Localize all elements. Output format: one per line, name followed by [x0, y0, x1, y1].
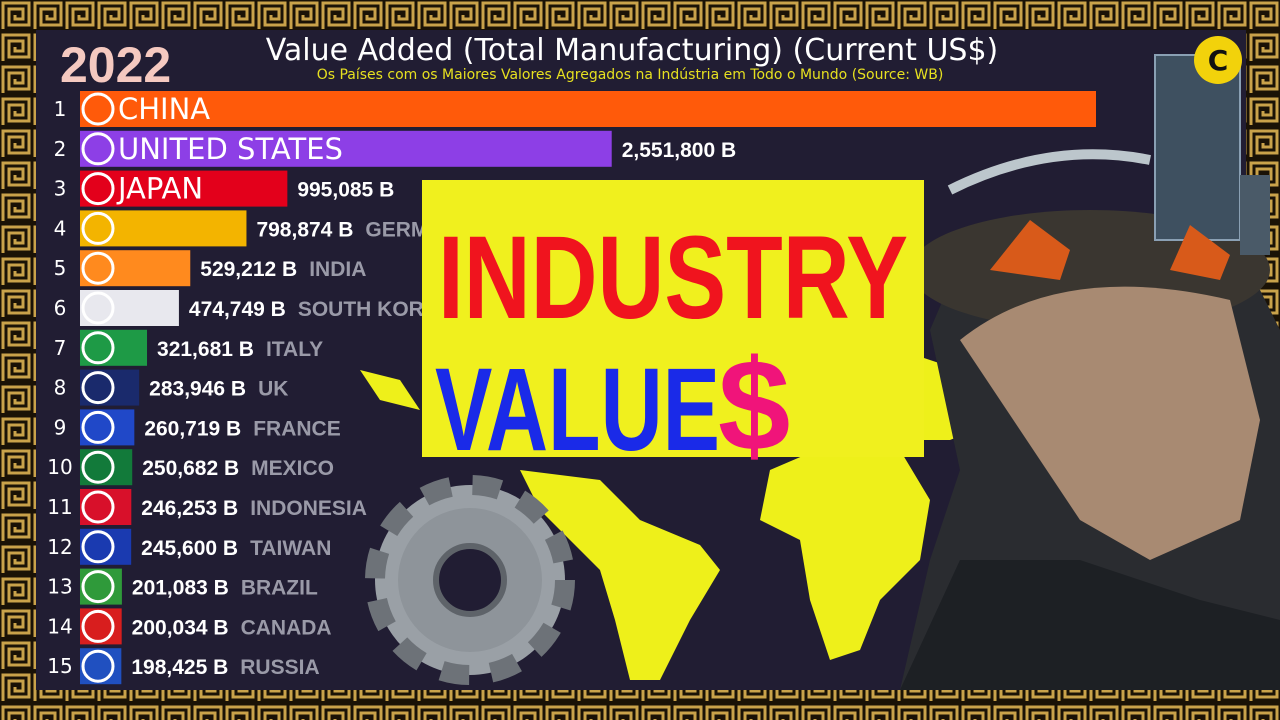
logo-text: C	[1208, 44, 1229, 77]
flag-badge	[81, 530, 115, 564]
value-label: 474,749 B	[189, 298, 286, 321]
country-label: BRAZIL	[241, 577, 318, 600]
flag-badge	[81, 609, 115, 643]
flag-badge	[81, 132, 115, 166]
rank-label: 14	[47, 614, 72, 638]
overlay-value: VALUE	[435, 344, 720, 476]
bar	[80, 130, 612, 167]
country-label: SOUTH KOREA	[298, 298, 453, 321]
value-label: 2,551,800 B	[622, 139, 736, 162]
country-label: RUSSIA	[240, 656, 319, 679]
value-label: 201,083 B	[132, 577, 229, 600]
rank-label: 13	[47, 575, 72, 599]
rank-label: 3	[54, 177, 67, 201]
value-label: 200,034 B	[132, 616, 229, 639]
rank-label: 11	[47, 495, 72, 519]
value-label: 321,681 B	[157, 338, 254, 361]
value-label: 246,253 B	[141, 497, 238, 520]
chart-title: Value Added (Total Manufacturing) (Curre…	[266, 33, 999, 68]
country-label: UK	[258, 378, 288, 401]
year: 2022	[60, 37, 171, 93]
country-label: UNITED STATES	[118, 132, 343, 166]
country-label: INDIA	[309, 258, 366, 281]
value-label: 250,682 B	[142, 457, 239, 480]
flag-badge	[81, 371, 115, 405]
flag-badge	[81, 331, 115, 365]
value-label: 283,946 B	[149, 378, 246, 401]
flag-badge	[81, 172, 115, 206]
rank-label: 4	[54, 216, 67, 240]
overlay-panel	[422, 180, 924, 457]
country-label: FRANCE	[253, 417, 341, 440]
value-label: 198,425 B	[131, 656, 228, 679]
value-label: 798,874 B	[256, 218, 353, 241]
rank-label: 15	[47, 654, 72, 678]
bar	[80, 91, 1096, 127]
country-label: INDONESIA	[250, 497, 367, 520]
flag-badge	[81, 92, 115, 126]
overlay-industry: INDUSTRY	[438, 212, 908, 344]
value-label: 245,600 B	[141, 537, 238, 560]
flag-badge	[81, 291, 115, 325]
value-label: 995,085 B	[297, 179, 394, 202]
flag-badge	[81, 211, 115, 245]
overlay-dollar: $	[718, 332, 790, 478]
flag-badge	[81, 410, 115, 444]
bar	[80, 170, 288, 207]
rank-label: 7	[54, 336, 67, 360]
rank-label: 9	[54, 415, 67, 439]
photo	[900, 54, 1280, 690]
rank-label: 6	[54, 296, 67, 320]
rank-label: 2	[54, 137, 67, 161]
value-label: 529,212 B	[200, 258, 297, 281]
value-label: 260,719 B	[144, 417, 241, 440]
country-label: CHINA	[118, 92, 210, 126]
bars: 1 CHINA 2 UNITED STATES 2,551,800 B 3 JAPAN 995…	[47, 91, 1096, 685]
flag-badge	[81, 490, 115, 524]
country-label: CANADA	[241, 616, 332, 639]
flag-badge	[81, 251, 115, 285]
logo-badge	[1194, 36, 1242, 84]
flag-badge	[81, 570, 115, 604]
gear-icon	[365, 475, 575, 685]
country-label: JAPAN	[116, 172, 203, 206]
rank-label: 1	[54, 97, 67, 121]
rank-label: 5	[54, 256, 67, 280]
flag-badge	[81, 450, 115, 484]
rank-label: 12	[47, 535, 72, 559]
rank-label: 8	[54, 376, 67, 400]
country-label: MEXICO	[251, 457, 334, 480]
country-label: ITALY	[266, 338, 323, 361]
chart-subtitle: Os Países com os Maiores Valores Agregad…	[317, 67, 944, 83]
rank-label: 10	[47, 455, 72, 479]
country-label: TAIWAN	[250, 537, 331, 560]
flag-badge	[81, 649, 115, 683]
